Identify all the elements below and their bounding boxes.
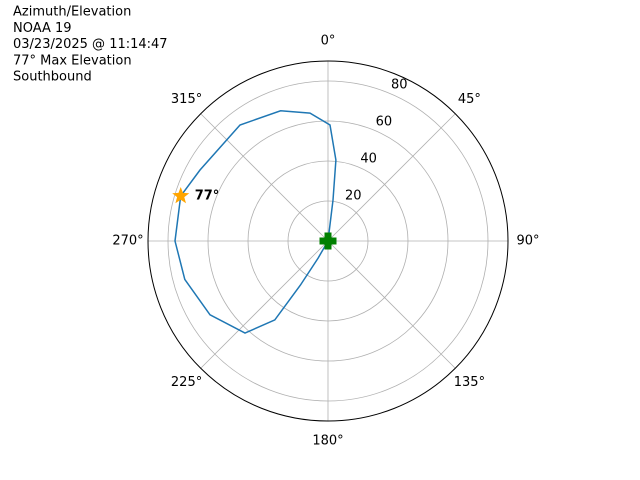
theta-tick-label: 315° <box>171 92 202 107</box>
r-tick-label: 60 <box>376 115 393 130</box>
title-line: 03/23/2025 @ 11:14:47 <box>13 37 168 52</box>
track-line <box>174 110 337 334</box>
theta-tick-label: 0° <box>321 34 336 49</box>
r-tick-label: 20 <box>345 189 362 204</box>
grid-circle <box>167 80 489 402</box>
title-line: Azimuth/Elevation <box>13 5 131 20</box>
theta-tick-label: 45° <box>458 92 481 107</box>
title-line: 77° Max Elevation <box>13 53 132 68</box>
theta-tick-label: 135° <box>454 375 485 390</box>
grid-line <box>327 240 456 369</box>
outer-frame <box>147 60 509 422</box>
r-tick-label: 40 <box>360 152 377 167</box>
theta-tick-label: 270° <box>112 234 143 249</box>
grid-line <box>200 240 329 369</box>
title-line: NOAA 19 <box>13 21 72 36</box>
max-marker <box>172 187 190 204</box>
position-marker <box>319 232 337 250</box>
title-line: Southbound <box>13 70 92 85</box>
r-tick-label: 80 <box>391 78 408 93</box>
theta-tick-label: 180° <box>312 434 343 449</box>
grid-line <box>200 113 329 242</box>
grid-line <box>327 113 456 242</box>
grid-circle <box>287 200 369 282</box>
theta-tick-label: 90° <box>516 234 539 249</box>
grid-circle <box>247 160 409 322</box>
theta-tick-label: 225° <box>171 375 202 390</box>
max-label: 77° <box>195 188 220 203</box>
grid-circle <box>207 120 449 362</box>
